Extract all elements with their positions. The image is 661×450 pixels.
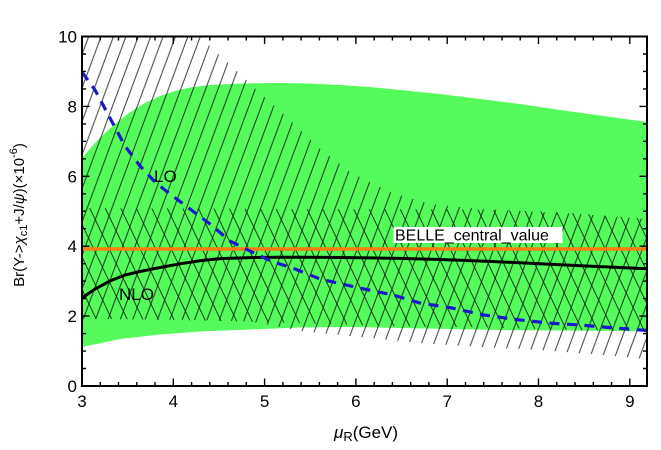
svg-text:5: 5 [260, 392, 269, 411]
svg-text:7: 7 [442, 392, 451, 411]
svg-text:9: 9 [625, 392, 634, 411]
svg-text:4: 4 [68, 237, 77, 256]
svg-text:Br(Y->χc1+J/ψ)(×10-6): Br(Y->χc1+J/ψ)(×10-6) [8, 143, 30, 287]
svg-text:LO: LO [154, 167, 177, 186]
svg-text:NLO: NLO [119, 285, 154, 304]
svg-text:0: 0 [68, 377, 77, 396]
svg-text:BELLE_central_value: BELLE_central_value [395, 228, 549, 245]
svg-text:6: 6 [68, 167, 77, 186]
svg-text:10: 10 [58, 28, 77, 47]
svg-text:2: 2 [68, 307, 77, 326]
svg-text:8: 8 [534, 392, 543, 411]
svg-text:8: 8 [68, 97, 77, 116]
svg-text:3: 3 [77, 392, 86, 411]
svg-text:μR(GeV): μR(GeV) [333, 423, 398, 444]
svg-text:6: 6 [351, 392, 360, 411]
svg-text:4: 4 [169, 392, 178, 411]
